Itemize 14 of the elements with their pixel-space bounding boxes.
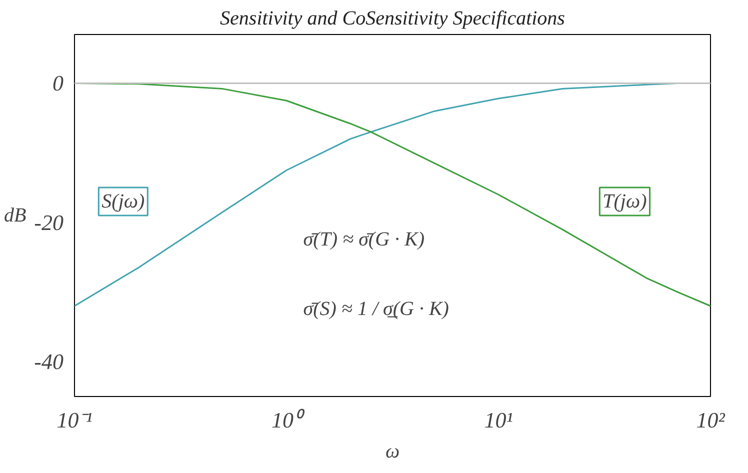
chart-title: Sensitivity and CoSensitivity Specifications bbox=[220, 8, 566, 30]
x-tick-label: 10¹ bbox=[484, 408, 513, 432]
x-tick-label: 10⁰ bbox=[272, 408, 306, 432]
annotation: σ̄(T) ≈ σ̄(G · K) bbox=[303, 228, 425, 250]
y-tick-label: -20 bbox=[34, 210, 64, 235]
annotation: σ̄(S) ≈ 1 / σ̲(G · K) bbox=[303, 298, 450, 320]
x-tick-label: 10⁻¹ bbox=[56, 408, 92, 432]
y-axis-title: dB bbox=[4, 204, 26, 226]
y-tick-label: 0 bbox=[52, 70, 64, 96]
y-tick-label: -40 bbox=[34, 349, 64, 374]
text: S(jω) bbox=[102, 190, 145, 212]
x-tick-label: 10² bbox=[696, 408, 726, 432]
x-axis-title: ω bbox=[385, 440, 400, 462]
series-label: T(jω) bbox=[602, 190, 648, 212]
